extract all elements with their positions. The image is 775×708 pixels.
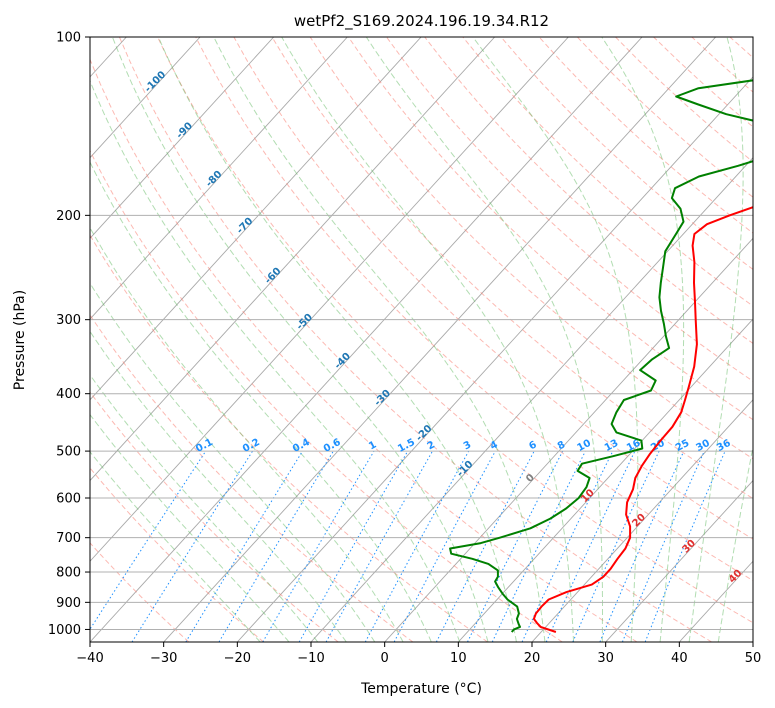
x-axis-label: Temperature (°C): [360, 681, 482, 697]
x-tick-label: 50: [745, 651, 762, 666]
moist-adiabat-line: [90, 161, 432, 642]
y-axis-label: Pressure (hPa): [12, 290, 28, 390]
isotherm-line: [236, 76, 753, 642]
isotherm-line: [90, 37, 275, 240]
moist-adiabat-line: [157, 37, 517, 642]
isotherm-line: [90, 37, 201, 159]
moist-adiabat-line: [90, 330, 347, 642]
moist-adiabat-line: [111, 37, 489, 642]
isotherm-line: [90, 37, 422, 401]
mixing-ratio-line: [90, 450, 207, 631]
moist-adiabat-line: [601, 37, 685, 642]
x-tick-label: −30: [150, 651, 177, 666]
moist-adiabat-line: [688, 37, 744, 642]
x-axis: −40 −30 −20 −10 0 10 20 30 40 50: [76, 642, 761, 666]
dry-adiabat-line: [157, 37, 753, 624]
y-axis: 100 200 300 400 500 600 700 800 900 1000: [48, 31, 90, 638]
moist-adiabat-line: [213, 37, 546, 642]
isotherm-line: [384, 237, 753, 642]
x-tick-label: 10: [450, 651, 467, 666]
mixing-ratio-label: 8: [556, 439, 567, 452]
y-tick-label: 1000: [48, 623, 81, 638]
moist-adiabat-line: [472, 37, 639, 642]
mixing-ratio-line: [364, 450, 470, 642]
y-tick-label: 800: [56, 566, 81, 581]
y-tick-label: 300: [56, 313, 81, 328]
pressure-grid: [90, 37, 753, 630]
moist-adiabat-line: [90, 374, 319, 642]
moist-adiabat-line: [365, 37, 603, 642]
isotherm-line: [90, 37, 496, 482]
isotherm-line: [163, 37, 717, 642]
y-tick-label: 900: [56, 596, 81, 611]
background-lines: [90, 37, 753, 642]
moist-adiabat-line: [90, 450, 261, 642]
mixing-ratio-line: [467, 450, 564, 642]
dry-adiabat-line: [233, 37, 753, 540]
isotherm-line: [605, 479, 753, 642]
moist-adiabat-line: [90, 226, 404, 642]
mixing-ratio-line: [393, 450, 496, 642]
moist-adiabat-line: [90, 413, 290, 642]
mixing-ratio-line: [599, 450, 685, 642]
dry-adiabat-line: [90, 313, 414, 642]
y-tick-label: 500: [56, 445, 81, 460]
x-tick-label: −20: [224, 651, 251, 666]
moist-adiabat-line: [90, 282, 376, 642]
mixing-ratio-label: 4: [488, 439, 499, 452]
moist-adiabat-line: [717, 444, 753, 642]
x-tick-label: −40: [76, 651, 103, 666]
dry-adiabat-line: [309, 37, 753, 460]
mixing-ratio-line: [325, 450, 433, 642]
x-tick-label: 30: [597, 651, 614, 666]
x-tick-label: −10: [297, 651, 324, 666]
mixing-ratio-label: 6: [527, 439, 538, 452]
mixing-ratio-line: [644, 450, 726, 642]
y-tick-label: 400: [56, 387, 81, 402]
isotherm-line: [90, 37, 569, 562]
x-tick-label: 40: [671, 651, 688, 666]
dry-adiabat-line: [118, 37, 712, 642]
mixing-ratio-label: 3: [462, 439, 473, 452]
temperature-profile: [532, 206, 753, 633]
dry-adiabat-line: [424, 37, 753, 344]
mixing-ratio-label: 1: [367, 439, 378, 452]
x-tick-label: 0: [381, 651, 389, 666]
dry-adiabat-line: [90, 149, 563, 642]
mixing-ratio-line: [185, 450, 304, 642]
chart-title: wetPf2_S169.2024.196.19.34.R12: [294, 12, 549, 31]
dry-adiabat-line: [90, 58, 638, 642]
mixing-ratio-line: [572, 450, 660, 642]
isotherm-line: [531, 399, 753, 642]
dry-adiabat-line: [195, 37, 753, 582]
y-tick-label: 600: [56, 492, 81, 507]
mixing-ratio-line: [131, 450, 254, 642]
y-tick-label: 700: [56, 531, 81, 546]
isotherm-line: [457, 318, 753, 642]
dry-adiabat-line: [271, 37, 753, 500]
isotherm-line: [90, 37, 348, 320]
dry-adiabat-line: [386, 37, 753, 382]
y-tick-label: 100: [56, 31, 81, 46]
moist-adiabat-line: [90, 79, 461, 642]
isotherm-line: [90, 37, 643, 642]
moist-adiabat-line: [281, 37, 575, 642]
y-tick-label: 200: [56, 209, 81, 224]
dewpoint-profile: [449, 79, 753, 633]
series-layer: [449, 79, 753, 633]
mixing-ratio-line: [621, 450, 705, 642]
plot-frame: [89, 36, 754, 643]
x-tick-label: 20: [524, 651, 541, 666]
mixing-ratio-label: 2: [426, 439, 437, 452]
